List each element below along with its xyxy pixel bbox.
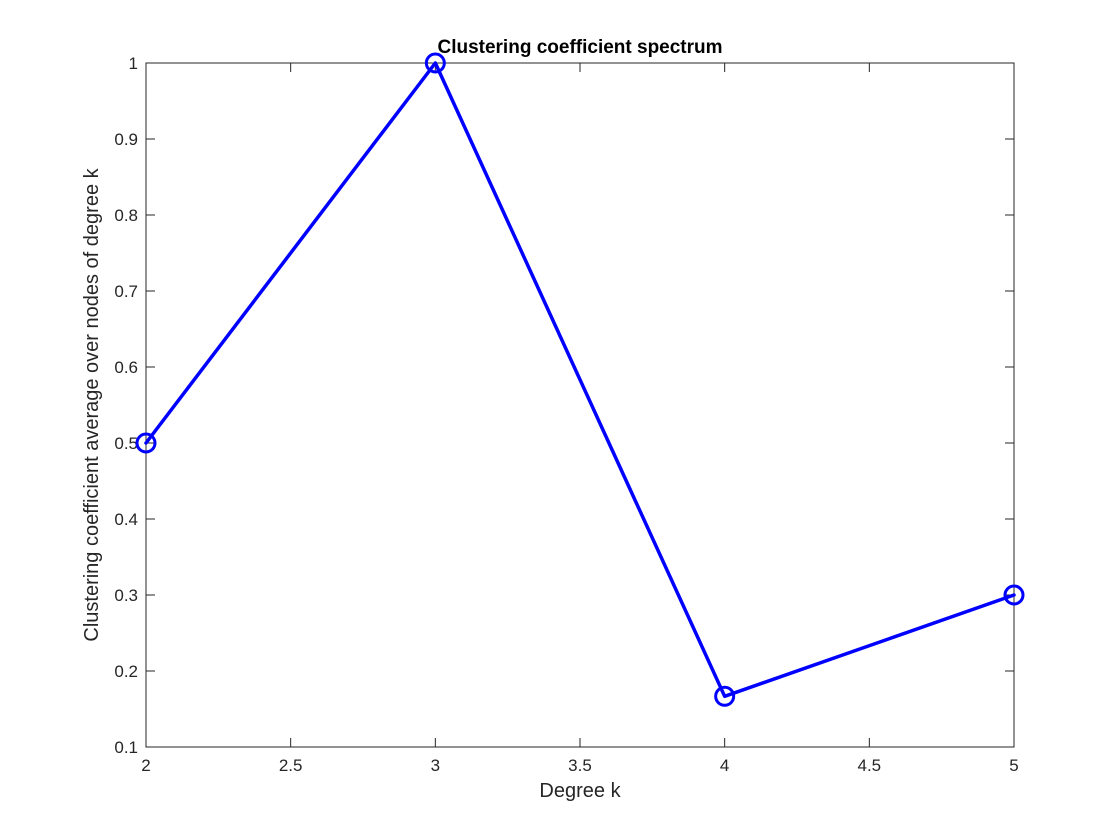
y-tick-label: 0.7: [114, 282, 138, 301]
data-point-marker: [1003, 584, 1025, 606]
x-tick-label: 2: [141, 756, 150, 775]
x-tick-label: 5: [1009, 756, 1018, 775]
x-tick-label: 3: [431, 756, 440, 775]
chart-title: Clustering coefficient spectrum: [437, 37, 722, 58]
x-tick-label: 2.5: [279, 756, 303, 775]
data-point-marker: [714, 685, 736, 707]
y-tick-label: 0.5: [114, 434, 138, 453]
axes-box: [145, 62, 1015, 748]
y-tick-label: 0.1: [114, 738, 138, 757]
axes: 2 2.5 3 3.5 4 4.5 5 0.1 0.2 0.3 0.4 0.5 0.6 0.7 0.8 0.9…: [114, 52, 1025, 775]
y-tick-label: 0.8: [114, 206, 138, 225]
x-tick-label: 4: [720, 756, 729, 775]
y-tick-label: 0.3: [114, 586, 138, 605]
data-point-marker: [424, 52, 446, 74]
y-tick-label: 0.2: [114, 662, 138, 681]
series-line: [144, 61, 1016, 699]
y-tick-label: 1: [129, 54, 138, 73]
y-tick-label: 0.9: [114, 130, 138, 149]
y-axis-label: Clustering coefficient average over node…: [81, 167, 103, 641]
x-axis-label: Degree k: [539, 780, 621, 802]
data-point-marker: [135, 432, 157, 454]
x-tick-label: 3.5: [568, 756, 592, 775]
series: [135, 52, 1025, 707]
x-tick-label: 4.5: [858, 756, 882, 775]
tick-labels: 2 2.5 3 3.5 4 4.5 5 0.1 0.2 0.3 0.4 0.5 0.6 0.7 0.8 0.9…: [114, 54, 1018, 775]
y-tick-label: 0.6: [114, 358, 138, 377]
y-tick-label: 0.4: [114, 510, 138, 529]
